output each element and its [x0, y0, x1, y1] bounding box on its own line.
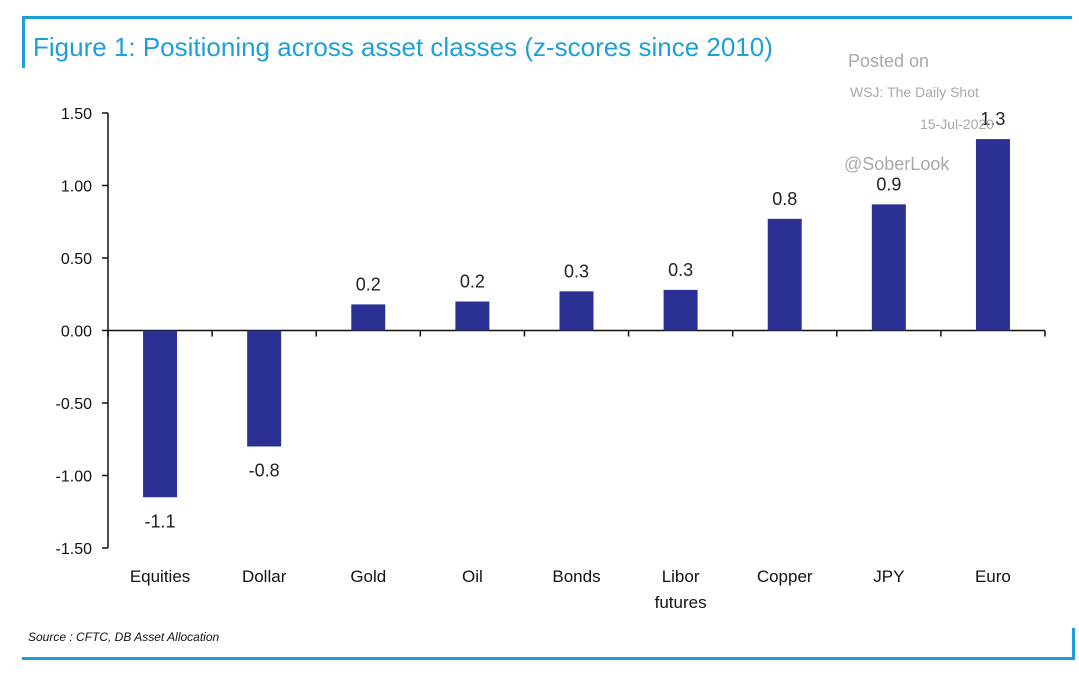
category-label: Euro [975, 567, 1011, 586]
data-label: 0.8 [772, 189, 797, 209]
data-label: 0.9 [876, 174, 901, 194]
data-label: -0.8 [249, 461, 280, 481]
y-tick-label: -1.50 [56, 541, 93, 558]
y-tick-label: 1.00 [61, 179, 92, 196]
bar [975, 139, 1010, 331]
bar [663, 289, 698, 331]
category-label: Dollar [242, 567, 287, 586]
category-label: Copper [757, 567, 813, 586]
data-label: 0.2 [460, 272, 485, 292]
bar [871, 204, 906, 331]
y-tick-label: 0.50 [61, 251, 92, 268]
frame-bottom-rule [22, 657, 1075, 660]
category-label: Gold [350, 567, 386, 586]
data-label: 0.3 [564, 261, 589, 281]
watermark-outlet: WSJ: The Daily Shot [850, 84, 979, 100]
category-label: Oil [462, 567, 483, 586]
y-tick-label: 1.50 [61, 106, 92, 123]
data-label: 0.3 [668, 260, 693, 280]
watermark-handle: @SoberLook [844, 154, 950, 174]
data-label: 1.3 [980, 109, 1005, 129]
watermark-date: 15-Jul-2020 [920, 116, 994, 132]
category-label: JPY [873, 567, 904, 586]
y-tick-label: -0.50 [56, 396, 93, 413]
bar [767, 218, 802, 331]
category-label: Libor futures [655, 567, 707, 612]
watermark-posted: Posted on [848, 51, 930, 71]
bar [247, 330, 282, 447]
y-tick-label: -1.00 [56, 469, 93, 486]
category-label: Bonds [552, 567, 600, 586]
bar [455, 301, 490, 331]
data-label: -1.1 [145, 511, 176, 531]
bar [559, 291, 594, 331]
y-tick-label: 0.00 [61, 324, 92, 341]
chart-title: Figure 1: Positioning across asset class… [33, 32, 773, 62]
bar [143, 330, 178, 498]
source-note: Source : CFTC, DB Asset Allocation [28, 630, 220, 644]
frame-right-rule [1072, 628, 1075, 660]
category-label: Equities [130, 567, 190, 586]
frame-top-rule [22, 16, 1072, 19]
data-label: 0.2 [356, 274, 381, 294]
frame-left-rule [22, 16, 25, 68]
bar [351, 304, 386, 331]
